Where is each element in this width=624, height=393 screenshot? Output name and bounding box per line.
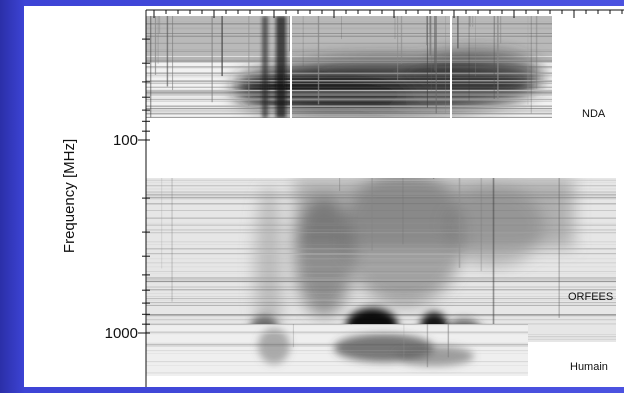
chart-panel: 100 1000 Frequency [MHz] NDA ORFEES Huma… [24,6,624,387]
y-tick-label-100: 100 [113,132,138,149]
nda-spectrogram [146,16,552,118]
band-label-orfees: ORFEES [568,291,613,303]
band-label-humain: Humain [570,361,608,373]
x-axis-ticks [153,10,623,18]
dynamic-spectrum-chart: 100 1000 Frequency [MHz] NDA ORFEES Huma… [61,9,624,387]
band-label-nda: NDA [582,108,606,120]
y-axis-title: Frequency [MHz] [61,139,78,253]
humain-streaks [146,324,528,374]
y-tick-label-1000: 1000 [105,325,138,342]
nda-streaks [146,16,552,118]
y-axis-ticks [138,38,150,334]
humain-spectrogram [146,324,528,376]
orfees-spectrogram [146,178,616,342]
orfees-streaks [146,178,616,340]
